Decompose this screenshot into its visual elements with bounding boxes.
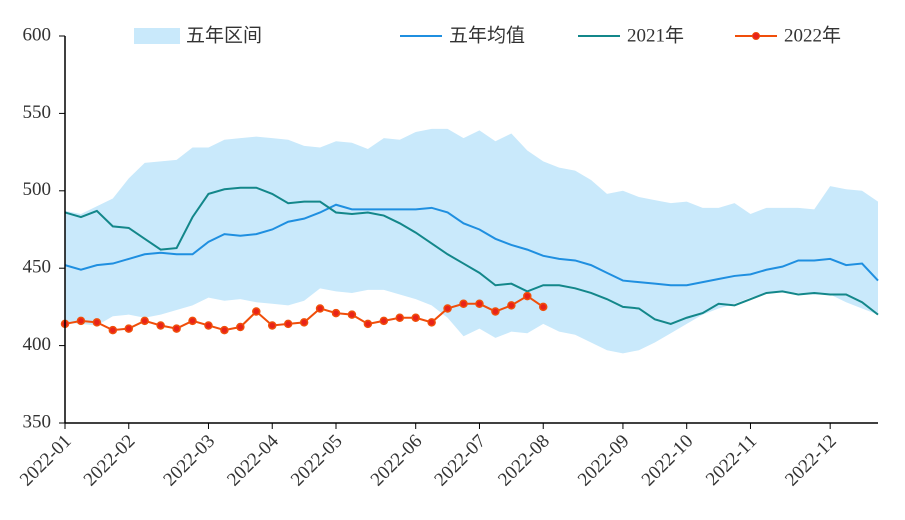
x-tick-label: 2022-08 [494,431,554,491]
point [124,324,134,333]
x-tick-label: 2022-02 [80,431,140,491]
point [299,318,309,327]
x-tick-label: 2022-10 [638,431,698,491]
point [363,319,373,329]
series-line [64,203,879,287]
x-tick-label: 2022-01 [16,431,76,491]
point [538,302,548,312]
range-band [65,128,878,354]
point [459,299,468,309]
legend-label: 2021年 [627,24,684,46]
point [204,321,213,330]
x-tick-label: 2022-12 [781,431,841,491]
point [491,307,500,316]
x-tick-label: 2022-09 [574,431,634,491]
point [427,318,436,327]
point [523,291,532,301]
legend-label: 五年均值 [449,24,525,46]
y-tick-label: 550 [23,102,52,123]
y-tick-label: 350 [23,411,52,432]
point [283,319,293,329]
point [267,321,277,330]
x-tick-label: 2022-07 [430,431,490,491]
point [252,307,261,316]
y-tick-label: 400 [23,334,52,355]
point [507,301,516,310]
point [92,318,102,327]
point [140,316,149,326]
y-tick-label: 450 [23,257,52,278]
point [411,313,420,322]
point [475,299,484,309]
point [76,316,86,326]
x-tick-label: 2022-04 [223,430,283,490]
point [108,325,118,335]
legend-label: 五年区间 [186,24,262,46]
y-tick-label: 500 [23,179,52,200]
point [395,313,405,322]
point [236,322,245,332]
legend-label: 2022年 [784,24,841,46]
point [379,316,389,326]
point [156,321,165,330]
point [331,308,341,318]
x-tick-label: 2022-05 [287,431,347,491]
legend-swatch [752,32,760,40]
x-tick-label: 2022-11 [702,431,761,490]
point [443,304,452,313]
point [315,304,325,313]
point [347,310,357,319]
x-tick-label: 2022-03 [159,431,219,491]
y-tick-label: 600 [23,24,52,45]
legend-swatch [134,28,180,44]
point [220,325,229,335]
point [172,324,181,333]
series-line [64,186,879,325]
point [188,316,197,326]
x-tick-label: 2022-06 [367,431,427,491]
